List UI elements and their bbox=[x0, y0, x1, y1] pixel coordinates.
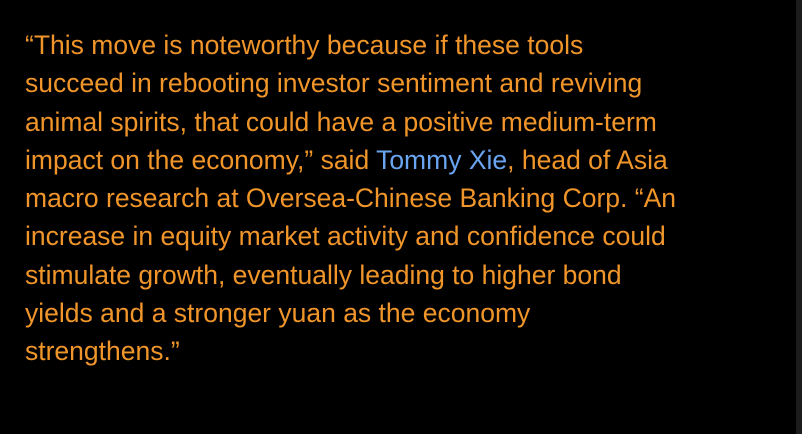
text-segment: strengthens.” bbox=[25, 336, 180, 367]
text-segment: impact on the economy,” said bbox=[25, 144, 377, 175]
quote-paragraph: “This move is noteworthy because if thes… bbox=[25, 26, 785, 371]
text-line: stimulate growth, eventually leading to … bbox=[25, 256, 785, 294]
text-segment: succeed in rebooting investor sentiment … bbox=[25, 68, 643, 99]
text-segment: “This move is noteworthy because if thes… bbox=[25, 30, 584, 60]
text-line: animal spirits, that could have a positi… bbox=[25, 103, 785, 141]
text-line: “This move is noteworthy because if thes… bbox=[25, 26, 785, 64]
text-segment: animal spirits, that could have a positi… bbox=[25, 106, 657, 137]
person-link[interactable]: Tommy Xie bbox=[376, 144, 508, 175]
text-line: yields and a stronger yuan as the econom… bbox=[25, 294, 785, 332]
text-segment: yields and a stronger yuan as the econom… bbox=[25, 298, 531, 329]
text-segment: increase in equity market activity and c… bbox=[25, 221, 666, 252]
text-line: succeed in rebooting investor sentiment … bbox=[25, 64, 785, 102]
text-line: increase in equity market activity and c… bbox=[25, 217, 785, 255]
text-line: impact on the economy,” said Tommy Xie, … bbox=[25, 141, 785, 179]
text-segment: macro research at Oversea-Chinese Bankin… bbox=[25, 183, 677, 214]
text-line: macro research at Oversea-Chinese Bankin… bbox=[25, 179, 785, 217]
text-line: strengthens.” bbox=[25, 332, 785, 370]
text-segment: , head of Asia bbox=[507, 144, 668, 175]
window-edge bbox=[796, 0, 802, 434]
text-segment: stimulate growth, eventually leading to … bbox=[25, 259, 622, 290]
